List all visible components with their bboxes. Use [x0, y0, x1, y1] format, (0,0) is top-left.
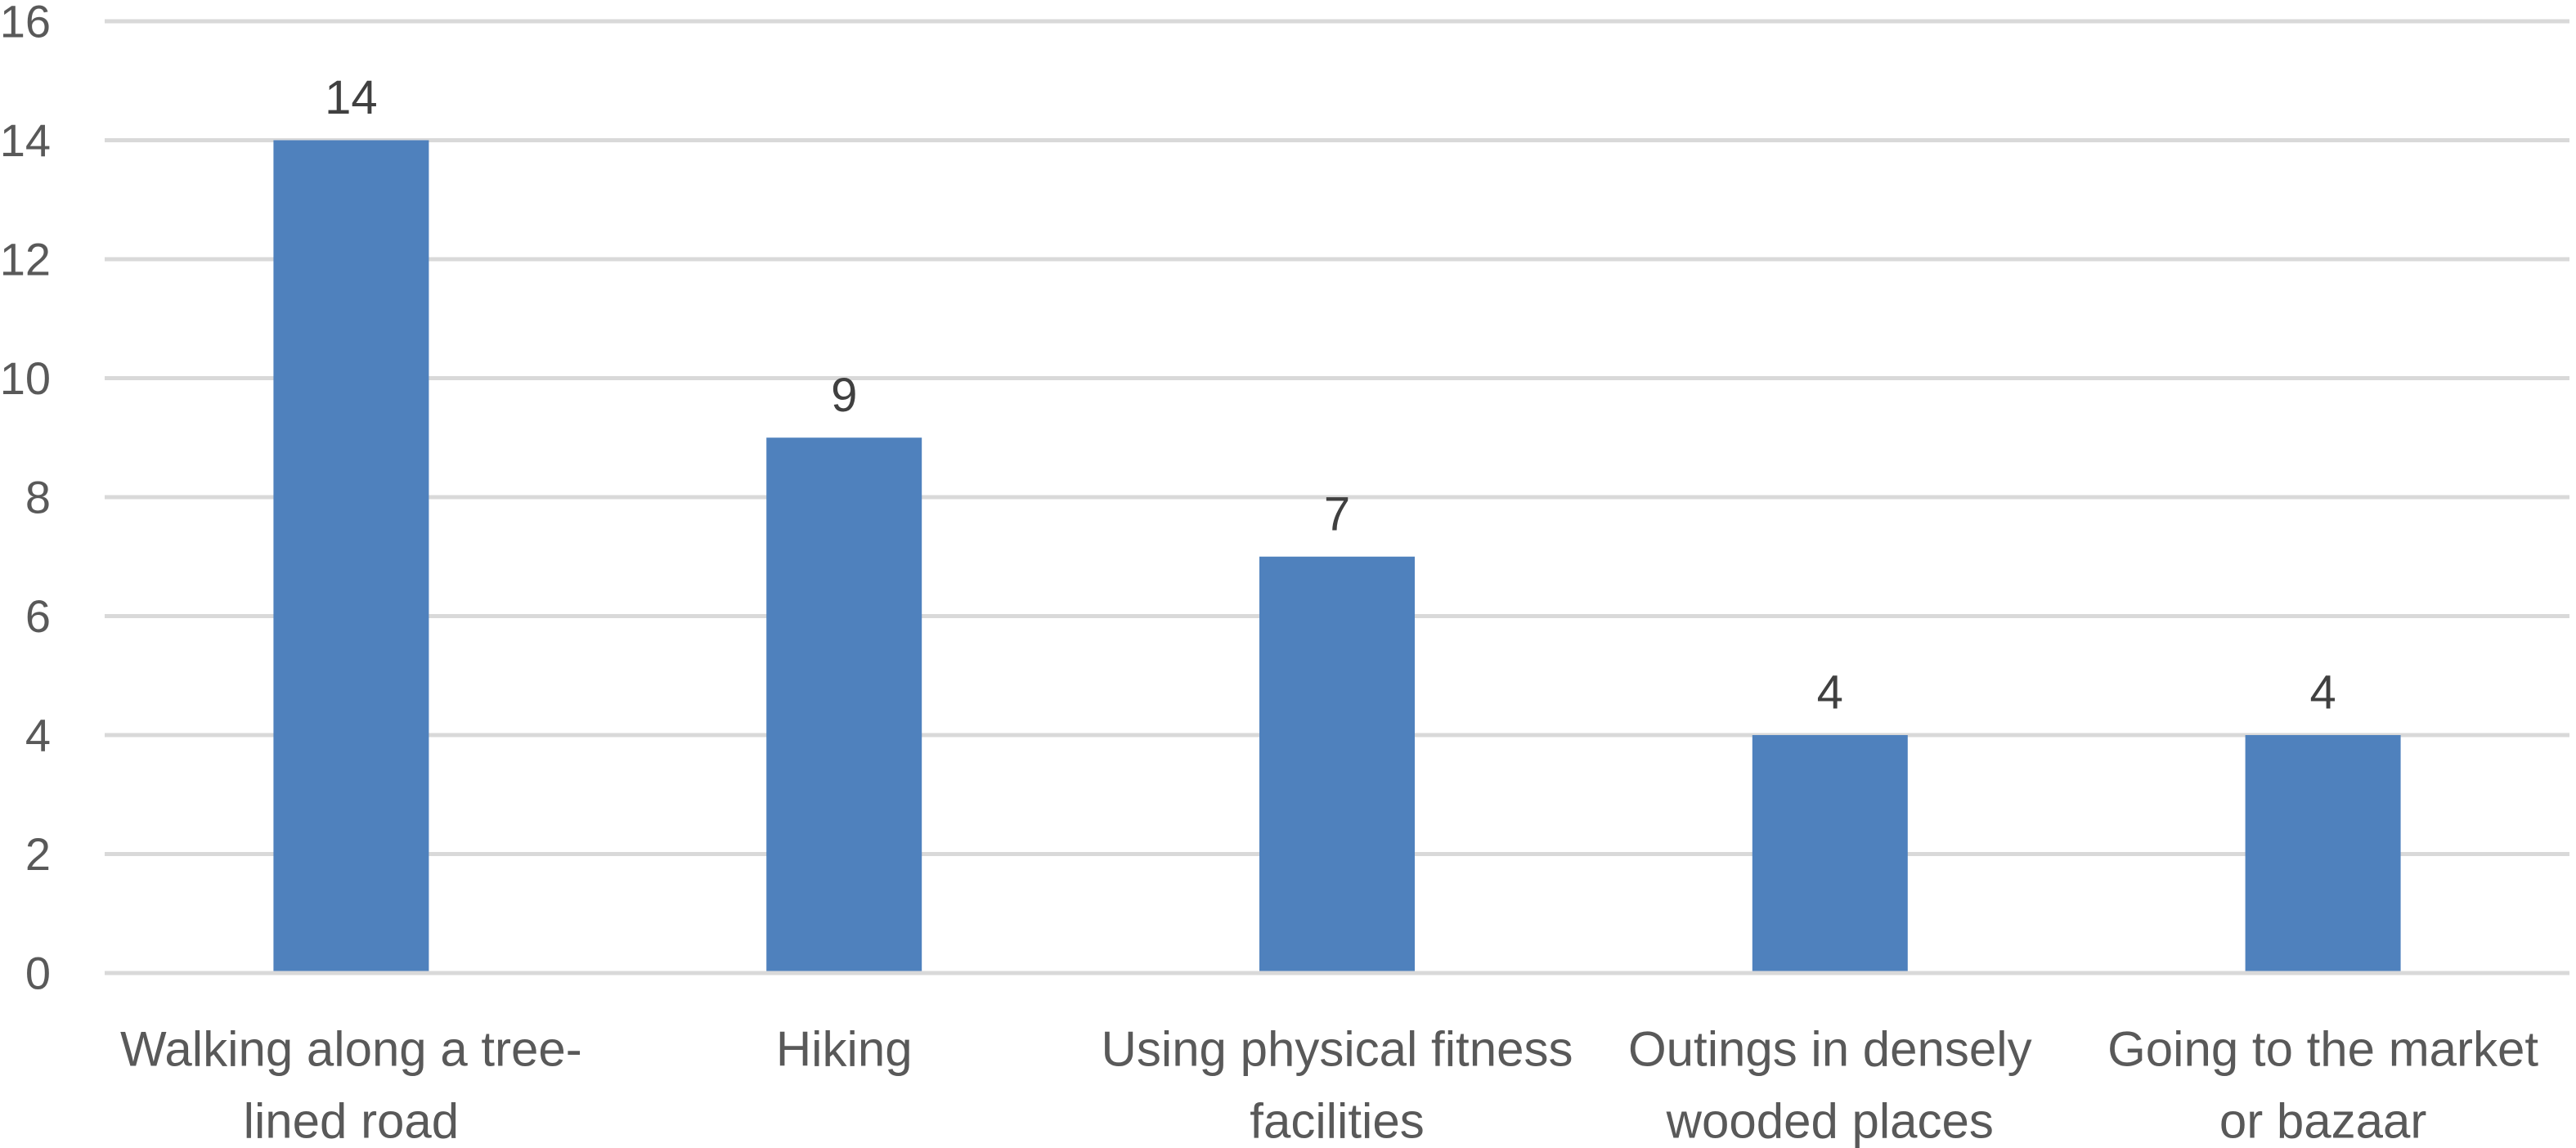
bar — [1259, 556, 1415, 973]
y-tick-label: 2 — [25, 828, 51, 880]
y-tick-label: 0 — [25, 948, 51, 999]
x-category-label: facilities — [1250, 1094, 1424, 1148]
x-category-label: lined road — [244, 1094, 460, 1148]
y-tick-label: 16 — [0, 0, 51, 47]
bar-value-label: 7 — [1324, 487, 1350, 540]
y-tick-label: 10 — [0, 352, 51, 404]
y-tick-label: 14 — [0, 114, 51, 166]
y-tick-label: 6 — [25, 590, 51, 642]
bar — [766, 437, 922, 973]
x-category-label: Using physical fitness — [1102, 1022, 1573, 1077]
y-tick-label: 12 — [0, 234, 51, 285]
bar — [273, 140, 429, 973]
bar-value-label: 9 — [831, 369, 857, 422]
x-category-label: Walking along a tree- — [120, 1022, 582, 1077]
x-category-label: Hiking — [776, 1022, 913, 1077]
x-axis-categories: Walking along a tree-lined road Hiking Usi… — [120, 1022, 2538, 1148]
y-tick-label: 8 — [25, 472, 51, 523]
bar-value-label: 14 — [325, 71, 378, 124]
x-category-label: Outings in densely — [1628, 1022, 2032, 1077]
x-category-label: or bazaar — [2219, 1094, 2426, 1148]
y-axis-ticks: 0 2 4 6 8 10 12 14 16 — [0, 0, 51, 999]
bars — [273, 140, 2401, 973]
x-category-label: wooded places — [1666, 1094, 1994, 1148]
bar-value-label: 4 — [2309, 666, 2336, 720]
bar-value-label: 4 — [1817, 666, 1843, 720]
x-category-label: Going to the market — [2107, 1022, 2538, 1077]
bar — [1752, 735, 1908, 973]
data-labels: 14 9 7 4 4 — [325, 71, 2336, 720]
bar — [2245, 735, 2401, 973]
y-tick-label: 4 — [25, 710, 51, 761]
